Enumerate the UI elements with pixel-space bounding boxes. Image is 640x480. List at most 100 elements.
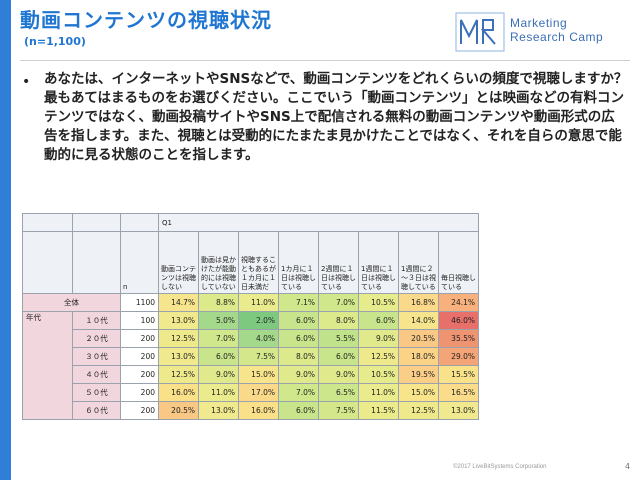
percent-cell: 6.5% [318, 383, 359, 402]
question-text: あなたは、インターネットやSNSなどで、動画コンテンツをどれくらいの頻度で視聴し… [44, 71, 628, 163]
column-header: 1週間に１日は視聴している [358, 231, 399, 294]
row-label: ３０代 [72, 347, 121, 366]
percent-cell: 7.5% [318, 401, 359, 420]
percent-cell: 8.0% [278, 347, 319, 366]
percent-cell: 5.0% [198, 311, 239, 330]
n-value: 200 [120, 401, 159, 420]
percent-cell: 7.0% [318, 293, 359, 312]
page-number: 4 [625, 462, 631, 471]
age-group-label: 年代 [22, 311, 73, 420]
percent-cell: 10.5% [358, 365, 399, 384]
percent-cell: 16.0% [158, 383, 199, 402]
column-header: 1週間に２～３日は視聴している [398, 231, 439, 294]
percent-cell: 14.0% [398, 311, 439, 330]
percent-cell: 10.5% [358, 293, 399, 312]
corner-cell [120, 213, 159, 232]
logo-wordmark: Marketing Research Camp [510, 16, 603, 44]
percent-cell: 6.0% [278, 401, 319, 420]
percent-cell: 20.5% [398, 329, 439, 348]
percent-cell: 6.0% [318, 347, 359, 366]
percent-cell: 11.0% [238, 293, 279, 312]
percent-cell: 12.5% [158, 365, 199, 384]
percent-cell: 17.0% [238, 383, 279, 402]
percent-cell: 8.8% [198, 293, 239, 312]
percent-cell: 9.0% [358, 329, 399, 348]
percent-cell: 6.0% [358, 311, 399, 330]
percent-cell: 46.0% [438, 311, 479, 330]
percent-cell: 13.0% [158, 347, 199, 366]
row-label: ６０代 [72, 401, 121, 420]
percent-cell: 2.0% [238, 311, 279, 330]
corner-cell [22, 231, 73, 294]
percent-cell: 9.0% [318, 365, 359, 384]
percent-cell: 5.5% [318, 329, 359, 348]
table-row: 全体 1100 14.7% 8.8% 11.0% 7.1% 7.0% 10.5%… [22, 293, 479, 312]
percent-cell: 11.0% [358, 383, 399, 402]
column-header: 動画は見かけたが能動的には視聴していない [198, 231, 239, 294]
percent-cell: 12.5% [158, 329, 199, 348]
n-value: 1100 [120, 293, 159, 312]
percent-cell: 6.0% [278, 329, 319, 348]
column-header: 2週間に１日は視聴している [318, 231, 359, 294]
percent-cell: 9.0% [278, 365, 319, 384]
logo-line-1: Marketing [510, 16, 568, 30]
table-row: ４０代 200 12.5% 9.0% 15.0% 9.0% 9.0% 10.5%… [23, 365, 479, 384]
percent-cell: 7.0% [198, 329, 239, 348]
n-value: 200 [120, 383, 159, 402]
percent-cell: 15.0% [238, 365, 279, 384]
bullet-icon: • [22, 74, 31, 90]
percent-cell: 19.5% [398, 365, 439, 384]
percent-cell: 12.5% [398, 401, 439, 420]
percent-cell: 12.5% [358, 347, 399, 366]
sample-size-subtitle: (n=1,100) [24, 35, 86, 48]
corner-cell [72, 213, 121, 232]
percent-cell: 11.0% [198, 383, 239, 402]
page-title: 動画コンテンツの視聴状況 [20, 8, 272, 32]
column-header: 視聴することもあるが１カ月に１日未満だ [238, 231, 279, 294]
logo-line-2: Research Camp [510, 30, 604, 44]
table-row: ３０代 200 13.0% 6.0% 7.5% 8.0% 6.0% 12.5% … [23, 347, 479, 366]
left-accent-bar [0, 0, 11, 480]
percent-cell: 6.0% [198, 347, 239, 366]
corner-cell [72, 231, 121, 294]
percent-cell: 13.0% [438, 401, 479, 420]
n-value: 100 [120, 311, 159, 330]
table-row: ５０代 200 16.0% 11.0% 17.0% 7.0% 6.5% 11.0… [23, 383, 479, 402]
percent-cell: 13.0% [198, 401, 239, 420]
percent-cell: 8.0% [318, 311, 359, 330]
percent-cell: 15.0% [398, 383, 439, 402]
copyright-footer: ©2017 LiveBitSystems Corporation [453, 464, 547, 470]
percent-cell: 11.5% [358, 401, 399, 420]
percent-cell: 24.1% [438, 293, 479, 312]
percent-cell: 18.0% [398, 347, 439, 366]
percent-cell: 7.5% [238, 347, 279, 366]
brand-logo: Marketing Research Camp [455, 12, 635, 52]
table-row: ６０代 200 20.5% 13.0% 16.0% 6.0% 7.5% 11.5… [23, 401, 479, 420]
column-header: 1カ月に１日は視聴している [278, 231, 319, 294]
percent-cell: 35.5% [438, 329, 479, 348]
percent-cell: 6.0% [278, 311, 319, 330]
results-table-wrapper: Q1 n 動画コンテンツは視聴しない 動画は見かけたが能動的には視聴していない … [22, 213, 479, 420]
header-divider [20, 60, 630, 61]
percent-cell: 9.0% [198, 365, 239, 384]
row-label: ４０代 [72, 365, 121, 384]
row-label: 全体 [22, 293, 121, 312]
n-value: 200 [120, 329, 159, 348]
n-value: 200 [120, 365, 159, 384]
percent-cell: 29.0% [438, 347, 479, 366]
percent-cell: 7.0% [278, 383, 319, 402]
corner-cell [22, 213, 73, 232]
column-header-row: n 動画コンテンツは視聴しない 動画は見かけたが能動的には視聴していない 視聴す… [22, 231, 479, 294]
percent-cell: 16.0% [238, 401, 279, 420]
n-value: 200 [120, 347, 159, 366]
row-label: ２０代 [72, 329, 121, 348]
percent-cell: 14.7% [158, 293, 199, 312]
column-header: 毎日視聴している [438, 231, 479, 294]
row-label: ５０代 [72, 383, 121, 402]
question-label-cell: Q1 [158, 213, 479, 232]
column-header: 動画コンテンツは視聴しない [158, 231, 199, 294]
results-table: Q1 n 動画コンテンツは視聴しない 動画は見かけたが能動的には視聴していない … [22, 213, 479, 420]
percent-cell: 7.1% [278, 293, 319, 312]
percent-cell: 20.5% [158, 401, 199, 420]
percent-cell: 13.0% [158, 311, 199, 330]
